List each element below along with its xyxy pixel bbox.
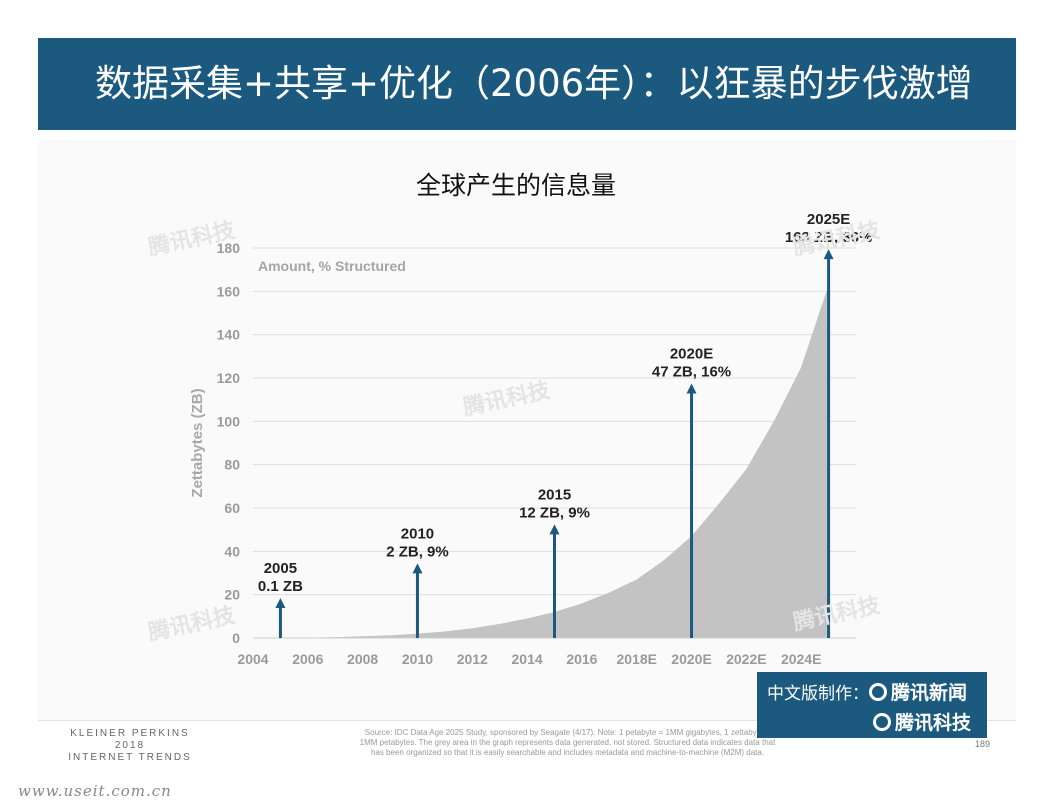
badge-prefix: 中文版制作： [767, 684, 869, 704]
footer-divider [38, 720, 1016, 721]
org-name: KLEINER PERKINS [70, 728, 190, 739]
annotation-value: 0.1 ZB [258, 578, 303, 595]
annotation-year: 2020E [670, 346, 713, 363]
y-tick-label: 60 [224, 500, 240, 516]
watermark-text: 腾讯科技 [461, 378, 553, 421]
x-tick-label: 2016 [566, 651, 597, 667]
chart-subtitle: Amount, % Structured [258, 258, 406, 274]
site-watermark: www.useit.com.cn [18, 782, 172, 800]
y-tick-label: 80 [224, 457, 240, 473]
org-year: 2018 [114, 740, 146, 751]
source-line: has been organized so that it is easily … [370, 748, 765, 757]
arrow-head [686, 383, 697, 394]
x-tick-label: 2004 [237, 651, 268, 667]
annotation-year: 2015 [538, 486, 571, 503]
page-number: 189 [975, 739, 991, 749]
annotation-year: 2010 [401, 525, 434, 542]
y-tick-label: 40 [224, 543, 240, 559]
annotation-year: 2005 [264, 560, 297, 577]
x-tick-label: 2020E [671, 651, 711, 667]
y-tick-label: 180 [217, 240, 241, 256]
tencent-logo-icon [869, 683, 887, 701]
tencent-logo-icon [873, 713, 891, 731]
y-tick-label: 160 [217, 283, 241, 299]
arrow-head [275, 598, 286, 608]
source-note: Source: IDC Data Age 2025 Study, sponsor… [300, 728, 835, 758]
y-tick-label: 20 [224, 587, 240, 603]
x-tick-label: 2024E [781, 651, 821, 667]
annotation-year: 2025E [807, 211, 850, 228]
badge-brand-news: 腾讯新闻 [891, 682, 968, 704]
y-axis-label: Zettabytes (ZB) [189, 388, 206, 497]
badge-row-news: 中文版制作： 腾讯新闻 [767, 678, 967, 705]
x-tick-label: 2006 [292, 651, 323, 667]
watermark-text: 腾讯科技 [146, 603, 238, 646]
annotation-value: 12 ZB, 9% [519, 504, 590, 521]
kleiner-perkins-logo: KLEINER PERKINS 2018 INTERNET TRENDS [55, 728, 205, 764]
source-line: Source: IDC Data Age 2025 Study, sponsor… [364, 728, 771, 737]
report-name: INTERNET TRENDS [68, 752, 192, 763]
translation-badge: 中文版制作： 腾讯新闻 腾讯科技 [757, 672, 987, 738]
annotation-value: 2 ZB, 9% [386, 543, 449, 560]
y-tick-label: 120 [217, 370, 241, 386]
annotation-value: 163 ZB, 36% [785, 229, 873, 246]
y-tick-label: 140 [217, 327, 241, 343]
arrow-head [549, 524, 560, 535]
x-tick-label: 2014 [512, 651, 543, 667]
x-tick-label: 2010 [402, 651, 433, 667]
x-tick-label: 2022E [726, 651, 766, 667]
title-banner: 数据采集+共享+优化（2006年）：以狂暴的步伐激增 [38, 38, 1016, 130]
annotation-value: 47 ZB, 16% [652, 364, 731, 381]
arrow-head [823, 249, 834, 260]
x-tick-label: 2012 [457, 651, 488, 667]
slide-title: 数据采集+共享+优化（2006年）：以狂暴的步伐激增 [95, 62, 973, 105]
chart-title: 全球产生的信息量 [415, 171, 616, 200]
badge-row-tech: 腾讯科技 [873, 708, 971, 735]
y-tick-label: 100 [217, 413, 241, 429]
y-tick-label: 0 [232, 630, 240, 646]
source-line: 1MM petabytes. The grey area in the grap… [359, 738, 776, 747]
x-tick-label: 2008 [347, 651, 378, 667]
x-tick-label: 2018E [616, 651, 656, 667]
arrow-head [412, 563, 423, 574]
badge-brand-tech: 腾讯科技 [895, 712, 972, 734]
